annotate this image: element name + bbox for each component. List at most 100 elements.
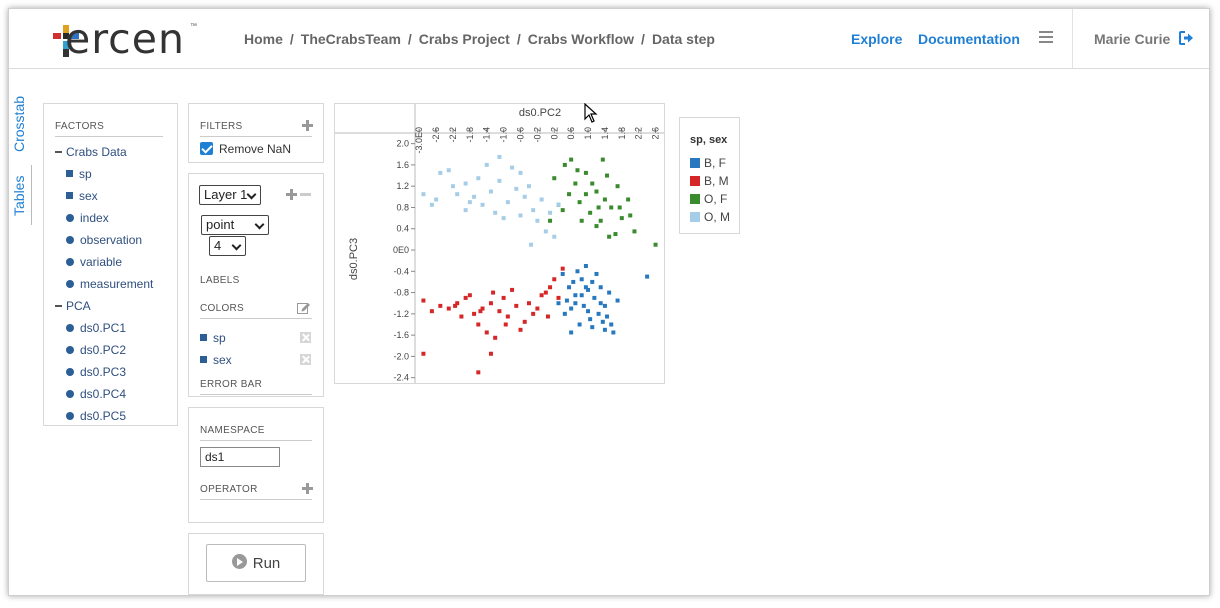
factor-dot-icon: [66, 323, 74, 332]
add-layer-icon[interactable]: [286, 189, 297, 200]
y-axis-ticks: 2.0 1.6 1.2 0.8 0.4 0E0 -0.4 -0.8 -1.2 -1.6 -2.0 -2…: [393, 139, 415, 383]
data-point: [429, 202, 434, 207]
data-point: [463, 295, 468, 300]
edit-colors-icon[interactable]: [297, 301, 311, 314]
factor-dot-icon: [66, 235, 74, 244]
tab-crosstab[interactable]: Crosstab: [11, 95, 27, 152]
filters-title: FILTERS: [200, 121, 312, 137]
legend-item-bf: B, F: [690, 156, 726, 170]
data-point: [628, 213, 633, 218]
tercen-logo[interactable]: ercen ™: [53, 15, 203, 63]
data-point: [535, 218, 540, 223]
factors-panel: FACTORS Crabs Data sp sex index observat…: [43, 103, 178, 426]
data-point: [615, 184, 620, 189]
logout-icon[interactable]: [1179, 31, 1194, 45]
y-tick-label: -1.6: [393, 330, 409, 340]
data-point: [556, 202, 561, 207]
data-point: [467, 200, 472, 205]
tercen-logo-cross-icon: [53, 25, 79, 57]
y-tick-label: 0.8: [396, 202, 409, 212]
factor-dot-icon: [66, 257, 74, 266]
remove-layer-icon[interactable]: [300, 193, 311, 196]
factor-item-ds0-pc1[interactable]: ds0.PC1: [66, 321, 126, 335]
remove-color-sex-icon[interactable]: [300, 354, 311, 365]
x-tick-label: -0.2: [532, 127, 542, 143]
x-tick-label: -3.0E0: [414, 127, 424, 154]
breadcrumb-project[interactable]: Crabs Project: [418, 31, 510, 47]
color-factor-sp[interactable]: sp: [200, 331, 226, 345]
data-point: [529, 242, 534, 247]
explore-link[interactable]: Explore: [851, 31, 903, 47]
factor-item-measurement[interactable]: measurement: [66, 277, 153, 291]
run-button[interactable]: Run: [206, 544, 306, 582]
data-point: [522, 319, 527, 324]
y-tick-label: 0E0: [393, 245, 409, 255]
data-point: [446, 306, 451, 311]
factor-item-ds0-pc3[interactable]: ds0.PC3: [66, 365, 126, 379]
factor-item-sp[interactable]: sp: [66, 167, 92, 181]
play-icon: [231, 554, 247, 570]
data-point: [510, 287, 515, 292]
namespace-input[interactable]: [200, 447, 280, 467]
data-point: [497, 309, 502, 314]
data-point: [596, 205, 601, 210]
factor-item-index[interactable]: index: [66, 211, 109, 225]
data-point: [573, 293, 578, 298]
data-point: [548, 210, 553, 215]
factor-item-ds0-pc4[interactable]: ds0.PC4: [66, 387, 126, 401]
breadcrumb-team[interactable]: TheCrabsTeam: [300, 31, 401, 47]
factor-item-variable[interactable]: variable: [66, 255, 122, 269]
data-point: [491, 290, 496, 295]
chevron-down-icon: [246, 189, 257, 200]
point-size-value: 4: [214, 238, 222, 253]
data-point: [505, 200, 510, 205]
legend-label: O, F: [704, 192, 728, 206]
data-point: [535, 306, 540, 311]
point-size-select[interactable]: 4: [209, 236, 246, 256]
factor-item-observation[interactable]: observation: [66, 233, 142, 247]
layer-select[interactable]: Layer 1: [199, 185, 261, 205]
documentation-link[interactable]: Documentation: [918, 31, 1020, 47]
breadcrumb-workflow[interactable]: Crabs Workflow: [527, 31, 635, 47]
remove-nan-checkbox[interactable]: [200, 142, 213, 155]
scatter-chart[interactable]: -3.0E0 -2.6 -2.2 -1.8 -1.4 -1.0 -0.6 -0.2 0.2 0.6…: [335, 104, 664, 383]
x-axis-label: ds0.PC2: [519, 107, 561, 119]
x-axis-ticks: -3.0E0 -2.6 -2.2 -1.8 -1.4 -1.0 -0.6 -0.2 0.2 0.6…: [414, 127, 660, 154]
color-factor-sex[interactable]: sex: [200, 353, 232, 367]
data-point: [602, 303, 607, 308]
breadcrumb-step[interactable]: Data step: [651, 31, 715, 47]
factor-group-crabs-data[interactable]: Crabs Data: [55, 145, 127, 159]
mouse-cursor-icon: [584, 103, 598, 123]
data-point: [488, 189, 493, 194]
factor-item-ds0-pc5[interactable]: ds0.PC5: [66, 409, 126, 423]
factor-label: ds0.PC2: [80, 343, 127, 357]
data-point: [434, 197, 439, 202]
factor-dot-icon: [66, 213, 74, 222]
add-operator-icon[interactable]: [302, 483, 313, 494]
data-point: [592, 295, 597, 300]
data-point: [556, 301, 561, 306]
hamburger-menu-icon[interactable]: [1039, 31, 1053, 43]
data-point: [609, 322, 614, 327]
factor-item-ds0-pc2[interactable]: ds0.PC2: [66, 343, 126, 357]
factor-group-pca[interactable]: PCA: [55, 299, 91, 313]
remove-color-sp-icon[interactable]: [300, 332, 311, 343]
tab-tables[interactable]: Tables: [11, 175, 27, 216]
error-bar-title[interactable]: ERROR BAR: [200, 379, 312, 395]
data-point: [573, 181, 578, 186]
factor-item-sex[interactable]: sex: [66, 189, 98, 203]
data-point: [594, 271, 599, 276]
legend-swatch: [690, 175, 700, 186]
data-point: [455, 192, 460, 197]
geometry-select[interactable]: point: [201, 215, 269, 235]
breadcrumb-home[interactable]: Home: [244, 31, 283, 47]
factor-label: measurement: [80, 277, 154, 291]
data-point: [421, 192, 426, 197]
labels-title[interactable]: LABELS: [200, 275, 240, 286]
data-point: [503, 322, 508, 327]
user-name[interactable]: Marie Curie: [1094, 31, 1171, 47]
data-point: [615, 298, 620, 303]
filters-panel: FILTERS Remove NaN: [188, 103, 324, 163]
add-filter-icon[interactable]: [302, 120, 313, 131]
data-point: [583, 263, 588, 268]
